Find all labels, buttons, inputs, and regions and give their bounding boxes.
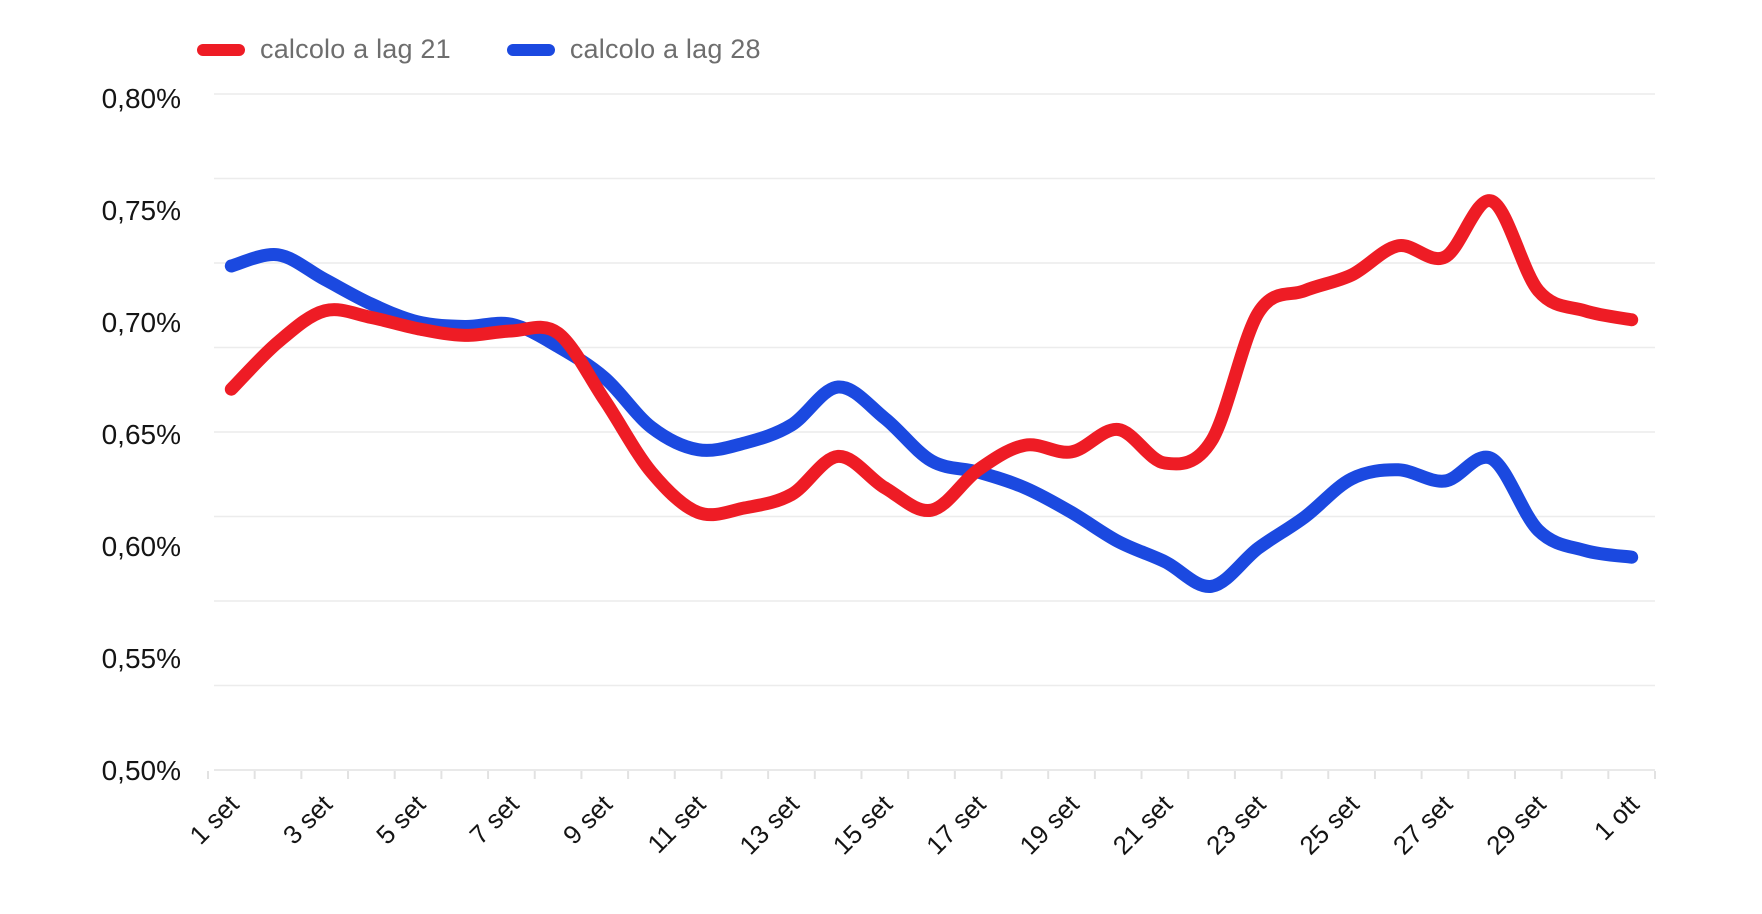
y-axis-label: 0,55% — [102, 643, 181, 674]
legend-label-lag-21: calcolo a lag 21 — [260, 34, 451, 64]
x-axis-label: 23 set — [1200, 788, 1272, 860]
x-axis-label: 1 ott — [1588, 788, 1646, 846]
x-axis-label: 9 set — [557, 788, 619, 850]
y-axis-label: 0,80% — [102, 83, 181, 114]
x-axis-label: 13 set — [733, 788, 805, 860]
series-line-calcolo-a-lag-28 — [224, 248, 1639, 593]
series-line-calcolo-a-lag-21 — [224, 194, 1639, 522]
legend-item-lag-28: calcolo a lag 28 — [506, 34, 761, 65]
x-axis-label: 17 set — [920, 788, 992, 860]
x-axis-label: 11 set — [641, 788, 711, 858]
y-axis-label: 0,65% — [102, 419, 181, 450]
x-axis-label: 1 set — [184, 788, 246, 850]
x-axis-label: 3 set — [277, 788, 339, 850]
legend: calcolo a lag 21 calcolo a lag 28 — [197, 34, 761, 65]
y-axis-label: 0,50% — [102, 755, 181, 786]
legend-label-lag-28: calcolo a lag 28 — [569, 34, 761, 64]
y-axis-label: 0,70% — [102, 307, 181, 338]
x-axis-label: 7 set — [464, 788, 526, 850]
x-axis-label: 27 set — [1387, 788, 1459, 860]
x-axis-label: 15 set — [827, 788, 899, 860]
y-axis-label: 0,75% — [102, 195, 181, 226]
x-axis-label: 19 set — [1013, 788, 1085, 860]
x-axis-label: 5 set — [370, 788, 432, 850]
legend-swatch-red-icon — [197, 43, 245, 56]
x-axis-label: 29 set — [1480, 788, 1552, 860]
legend-swatch-blue-icon — [506, 43, 555, 56]
legend-item-lag-21: calcolo a lag 21 — [197, 34, 451, 65]
x-axis-label: 25 set — [1294, 788, 1366, 860]
x-axis-label: 21 set — [1107, 788, 1179, 860]
y-axis-label: 0,60% — [102, 531, 181, 562]
